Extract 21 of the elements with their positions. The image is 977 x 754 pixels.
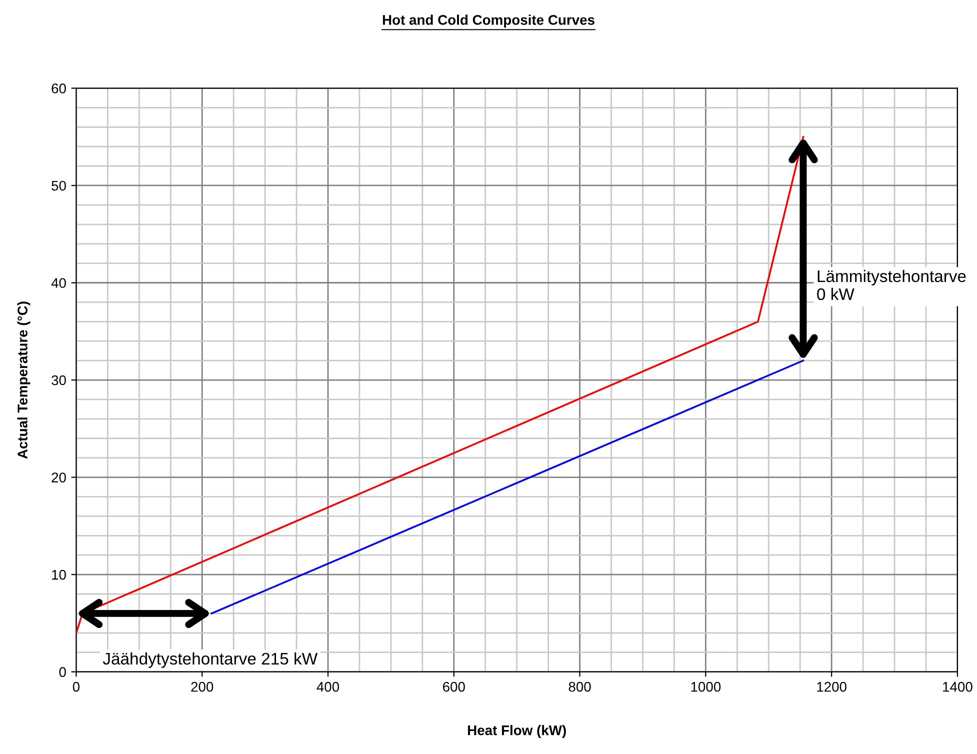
x-tick-label: 1000 <box>691 682 721 692</box>
x-tick-label: 400 <box>316 682 340 692</box>
x-tick-label: 0 <box>72 682 80 692</box>
y-axis-title: Actual Temperature (°C) <box>17 302 30 459</box>
x-tick-label: 800 <box>568 682 591 692</box>
y-tick-label: 10 <box>52 570 66 580</box>
y-tick-label: 30 <box>52 375 66 386</box>
y-tick-label: 40 <box>51 278 66 288</box>
y-tick-label: 20 <box>52 472 66 482</box>
x-tick-label: 1400 <box>943 682 972 692</box>
x-axis-title: Heat Flow (kW) <box>468 725 566 738</box>
line-series <box>76 136 804 634</box>
x-tick-label: 600 <box>443 682 465 692</box>
y-tick-label: 60 <box>52 84 66 94</box>
y-tick-label: 0 <box>59 667 66 677</box>
annotation: Jäähdytystehontarve 215 kW <box>102 652 318 668</box>
y-tick-label: 50 <box>52 180 66 191</box>
x-tick-label: 1200 <box>817 682 846 692</box>
chart-title: Hot and Cold Composite Curves <box>382 14 594 28</box>
x-tick-label: 200 <box>191 682 214 692</box>
annotation: Lämmitystehontarve 0 kW <box>817 270 966 300</box>
